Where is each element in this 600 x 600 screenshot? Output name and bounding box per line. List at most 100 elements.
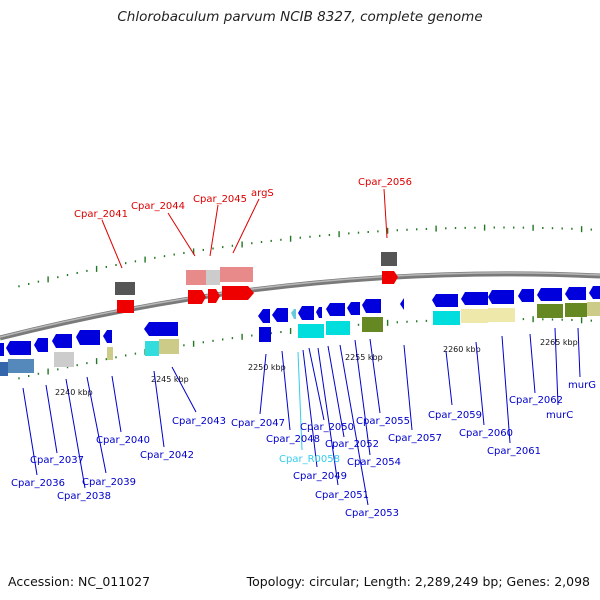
gene-label-reverse[interactable]: Cpar_2057: [388, 433, 442, 444]
genome-backbone: [0, 271, 600, 341]
gene-label-reverse[interactable]: Cpar_2042: [140, 450, 194, 461]
scale-label: 2265 kbp: [540, 338, 578, 347]
gene-arrow[interactable]: [461, 292, 488, 305]
gene-label-reverse[interactable]: Cpar_2062: [509, 395, 563, 406]
gene-label-reverse[interactable]: Cpar_2052: [325, 439, 379, 450]
leader-line: [403, 344, 413, 431]
gene-label-reverse[interactable]: Cpar_2060: [459, 428, 513, 439]
scale-label: 2250 kbp: [248, 363, 286, 372]
gene-label-reverse[interactable]: Cpar_2040: [96, 435, 150, 446]
gene-arrow[interactable]: [518, 289, 534, 302]
gene-arrow[interactable]: [316, 307, 322, 318]
gene-label-reverse[interactable]: Cpar_2055: [356, 416, 410, 427]
scale-label: 2260 kbp: [443, 345, 481, 354]
gene-arrow[interactable]: [188, 290, 206, 304]
cog-block: [433, 311, 460, 325]
cog-block: [362, 317, 383, 332]
cog-block: [587, 302, 600, 316]
scale-label: 2245 kbp: [151, 375, 189, 384]
leader-line: [302, 349, 318, 468]
gene-label-reverse[interactable]: Cpar_2039: [82, 477, 136, 488]
gene-label-reverse[interactable]: murC: [546, 410, 573, 421]
leader-line: [445, 350, 453, 406]
gene-label-reverse[interactable]: Cpar_2036: [11, 478, 65, 489]
gene-label-reverse[interactable]: Cpar_2037: [30, 455, 84, 466]
leader-line: [501, 335, 511, 444]
gene-arrow[interactable]: [589, 286, 600, 299]
leader-line: [86, 376, 107, 474]
gene-label-forward[interactable]: Cpar_2044: [131, 201, 185, 212]
gene-label-rna[interactable]: Cpar_R0058: [279, 454, 340, 465]
cog-block: [107, 347, 113, 360]
gene-label-forward[interactable]: Cpar_2045: [193, 194, 247, 205]
gene-arrow[interactable]: [222, 286, 254, 300]
genome-summary-text: Topology: circular; Length: 2,289,249 bp…: [246, 574, 590, 589]
gene-arrow[interactable]: [326, 303, 345, 316]
gene-label-forward[interactable]: argS: [251, 188, 274, 199]
gene-label-reverse[interactable]: Cpar_2051: [315, 490, 369, 501]
gene-arrow[interactable]: [208, 289, 220, 303]
reverse-gene-leaders: [22, 327, 581, 506]
leader-line: [281, 350, 291, 431]
cog-block: [488, 308, 515, 322]
reverse-gene-labels: Cpar_2036 Cpar_2037 Cpar_2038 Cpar_2039 …: [11, 380, 596, 519]
gene-arrow[interactable]: [103, 330, 112, 343]
gene-label-reverse[interactable]: Cpar_2047: [231, 418, 285, 429]
gene-label-reverse[interactable]: Cpar_2049: [293, 471, 347, 482]
gene-label-reverse[interactable]: Cpar_2054: [347, 457, 401, 468]
gene-arrow[interactable]: [144, 322, 178, 336]
map-title: Chlorobaculum parvum NCIB 8327, complete…: [117, 9, 483, 25]
gene-label-reverse[interactable]: murG: [568, 380, 596, 391]
leader-line: [354, 339, 371, 456]
gene-arrow[interactable]: [347, 302, 360, 315]
gene-arrow[interactable]: [400, 298, 404, 310]
cog-block: [565, 303, 587, 317]
gene-label-reverse[interactable]: Cpar_2043: [172, 416, 226, 427]
gene-label-forward[interactable]: Cpar_2056: [358, 177, 412, 188]
gene-arrow[interactable]: [488, 290, 514, 304]
gene-arrow[interactable]: [258, 309, 270, 323]
leader-line: [339, 344, 369, 506]
forward-strand-features: [115, 252, 398, 313]
gene-arrow[interactable]: [0, 343, 4, 356]
leader-line: [327, 345, 345, 438]
gene-arrow[interactable]: [298, 306, 314, 320]
gene-arrow[interactable]: [272, 308, 288, 322]
gene-arrow[interactable]: [76, 330, 100, 345]
gene-arrow[interactable]: [537, 288, 562, 301]
reverse-strand-features: [0, 286, 600, 376]
leader-line: [369, 338, 381, 414]
gene-label-reverse[interactable]: Cpar_2050: [300, 422, 354, 433]
cog-block: [186, 270, 206, 285]
gene-label-reverse[interactable]: Cpar_2053: [345, 508, 399, 519]
leader-line: [259, 353, 267, 415]
cog-block: [145, 341, 159, 356]
gene-arrow[interactable]: [432, 294, 458, 307]
rna-arrow[interactable]: [291, 309, 296, 319]
cog-block: [159, 339, 179, 354]
gene-arrow[interactable]: [34, 338, 48, 352]
gene-label-forward[interactable]: Cpar_2041: [74, 209, 128, 220]
scale-label: 2255 kbp: [345, 353, 383, 362]
gene-arrow[interactable]: [52, 334, 72, 348]
leader-line: [554, 327, 559, 406]
gene-label-reverse[interactable]: Cpar_2048: [266, 434, 320, 445]
cog-block: [259, 327, 271, 342]
gene-arrow[interactable]: [565, 287, 586, 300]
gene-label-reverse[interactable]: Cpar_2059: [428, 410, 482, 421]
cog-block: [206, 270, 220, 285]
cog-block: [115, 282, 135, 295]
gene-arrow[interactable]: [117, 300, 134, 313]
gene-label-reverse[interactable]: Cpar_2061: [487, 446, 541, 457]
gene-arrow[interactable]: [6, 341, 31, 355]
gene-arrow[interactable]: [362, 299, 381, 313]
leader-line: [45, 384, 58, 454]
cog-block: [0, 362, 8, 376]
gene-label-reverse[interactable]: Cpar_2038: [57, 491, 111, 502]
genome-backbone-highlight: [0, 272, 600, 338]
leader-line: [209, 204, 219, 257]
cog-block: [381, 252, 397, 266]
gene-arrow[interactable]: [382, 271, 398, 284]
